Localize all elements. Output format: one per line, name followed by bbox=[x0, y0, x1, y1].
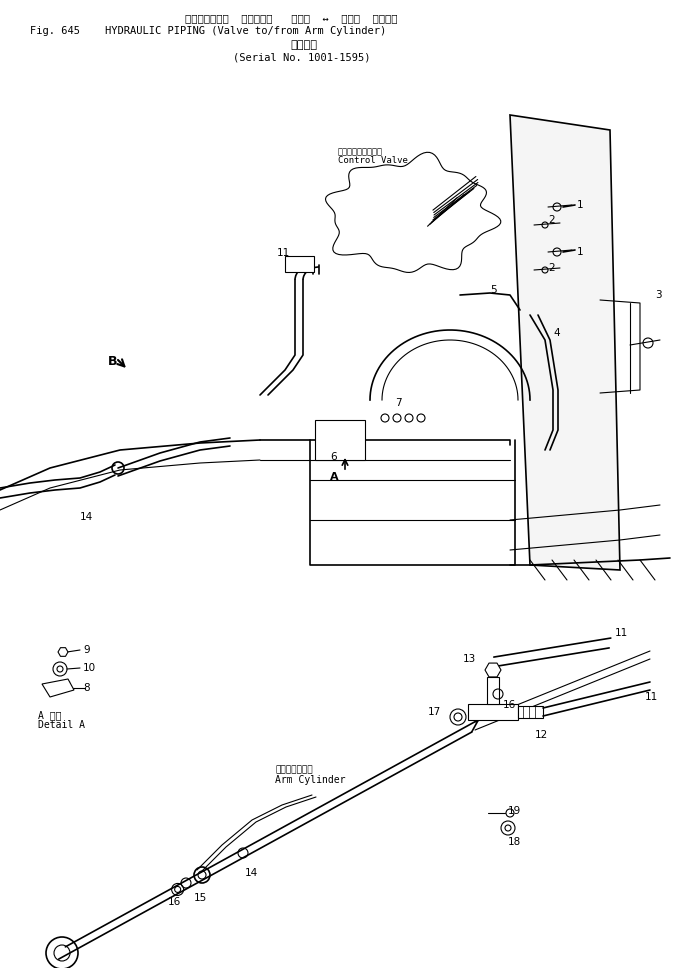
Text: 9: 9 bbox=[83, 645, 90, 655]
Text: 1: 1 bbox=[577, 200, 583, 210]
Text: アームシリンダ: アームシリンダ bbox=[275, 765, 313, 774]
Polygon shape bbox=[326, 152, 501, 272]
Text: 15: 15 bbox=[194, 893, 207, 903]
Text: 11: 11 bbox=[615, 628, 629, 638]
Polygon shape bbox=[485, 663, 501, 677]
Text: 1: 1 bbox=[577, 247, 583, 257]
Text: 2: 2 bbox=[548, 263, 555, 273]
Text: 16: 16 bbox=[503, 700, 516, 710]
Text: 19: 19 bbox=[508, 806, 522, 816]
Text: 11: 11 bbox=[277, 248, 290, 258]
Text: 5: 5 bbox=[490, 285, 497, 295]
Text: Control Valve: Control Valve bbox=[338, 156, 408, 165]
Text: 14: 14 bbox=[80, 512, 94, 522]
Polygon shape bbox=[42, 679, 74, 697]
Text: 適用号機: 適用号機 bbox=[290, 40, 317, 50]
Text: 3: 3 bbox=[655, 290, 662, 300]
Text: 7: 7 bbox=[395, 398, 402, 408]
Text: 13: 13 bbox=[463, 654, 476, 664]
Polygon shape bbox=[510, 115, 620, 570]
Text: 6: 6 bbox=[330, 452, 336, 462]
Text: 10: 10 bbox=[83, 663, 96, 673]
Polygon shape bbox=[468, 704, 518, 720]
Text: 8: 8 bbox=[83, 683, 90, 693]
Polygon shape bbox=[315, 420, 365, 460]
Text: 17: 17 bbox=[428, 707, 441, 717]
Text: 12: 12 bbox=[535, 730, 548, 740]
Text: コントロールハルブ: コントロールハルブ bbox=[338, 147, 383, 156]
Text: 14: 14 bbox=[245, 868, 258, 878]
Text: (Serial No. 1001-1595): (Serial No. 1001-1595) bbox=[233, 53, 371, 63]
Text: 11: 11 bbox=[645, 692, 658, 702]
Text: A 詳細: A 詳細 bbox=[38, 710, 61, 720]
Text: 4: 4 bbox=[553, 328, 560, 338]
Polygon shape bbox=[518, 706, 543, 718]
Text: ハイドロリック  パイピング   バルブ  ↔  アーム  シリンダ: ハイドロリック パイピング バルブ ↔ アーム シリンダ bbox=[185, 13, 398, 23]
Text: 18: 18 bbox=[508, 837, 522, 847]
Polygon shape bbox=[487, 677, 499, 704]
Text: Arm Cylinder: Arm Cylinder bbox=[275, 775, 345, 785]
Text: Fig. 645    HYDRAULIC PIPING (Valve to/from Arm Cylinder): Fig. 645 HYDRAULIC PIPING (Valve to/from… bbox=[30, 26, 386, 36]
Text: 2: 2 bbox=[548, 215, 555, 225]
Polygon shape bbox=[285, 256, 314, 272]
Text: A: A bbox=[330, 472, 339, 482]
Text: B: B bbox=[108, 355, 118, 368]
Text: 16: 16 bbox=[168, 897, 181, 907]
Polygon shape bbox=[58, 648, 68, 656]
Text: Detail A: Detail A bbox=[38, 720, 85, 730]
